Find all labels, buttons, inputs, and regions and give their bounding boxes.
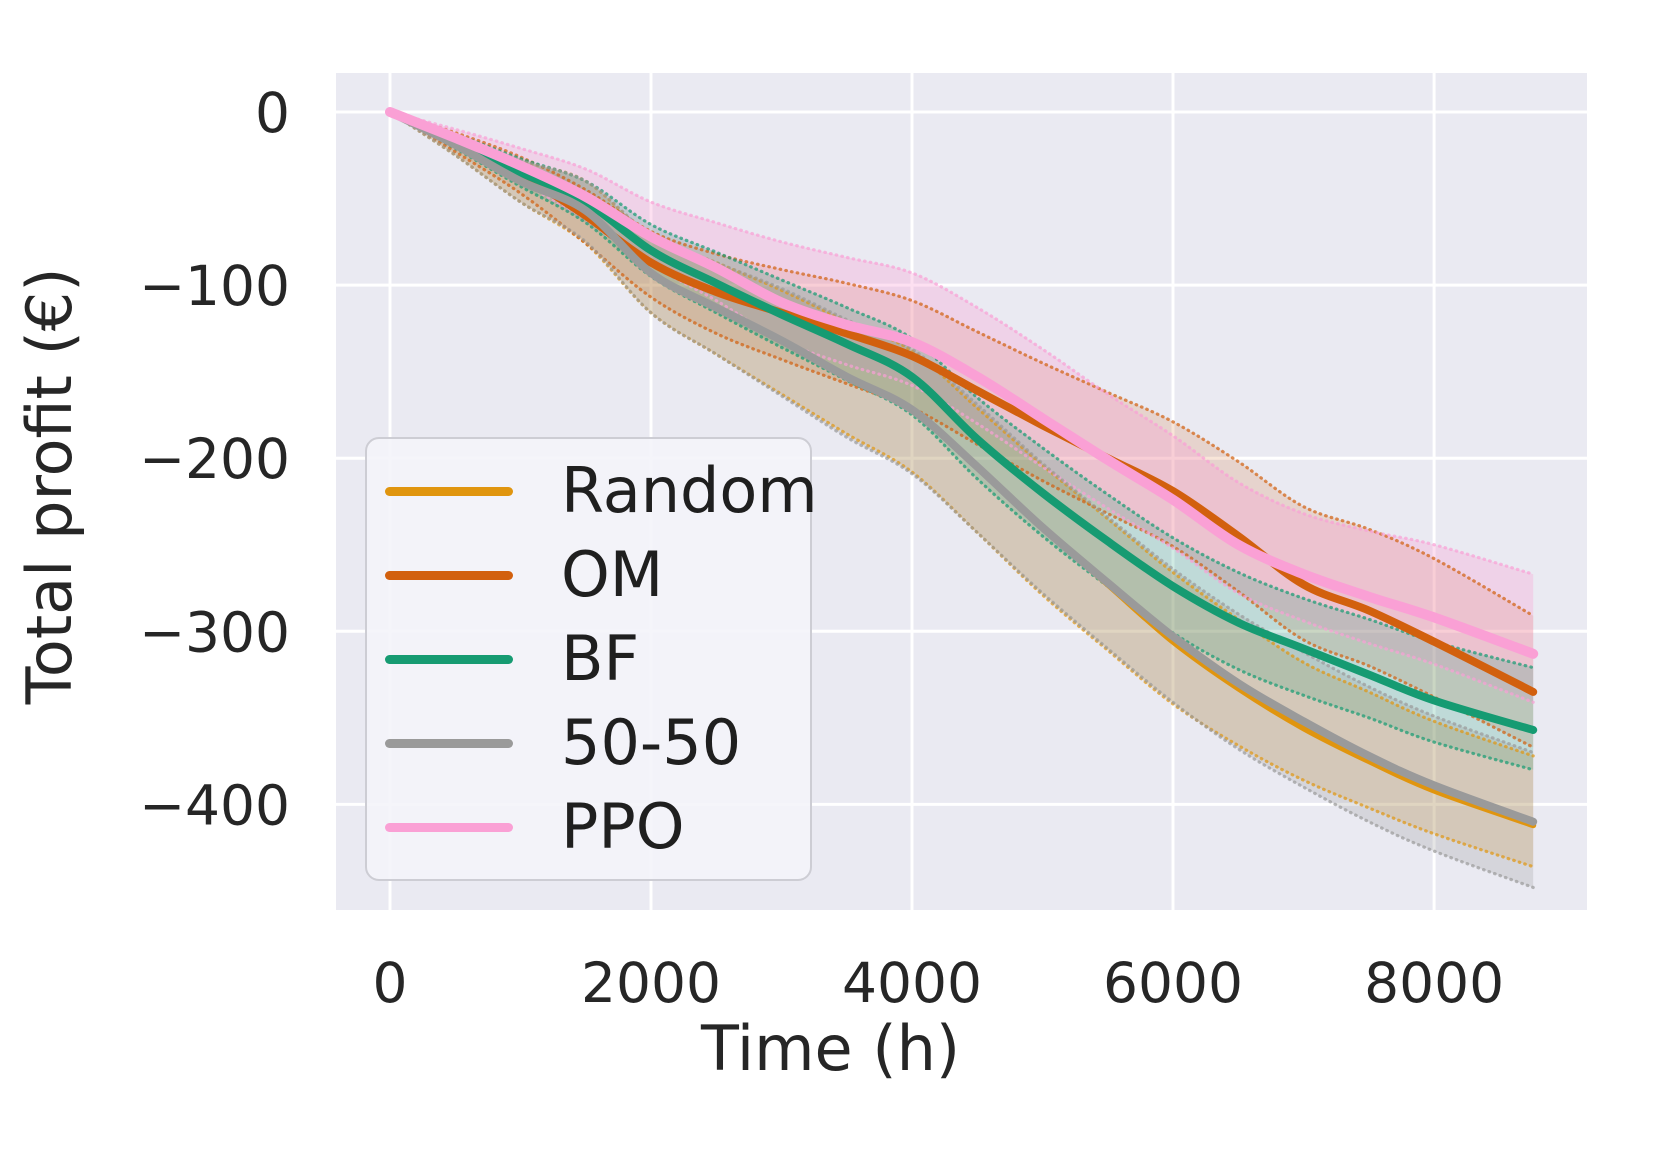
legend-label: 50-50	[561, 706, 742, 779]
legend-item-50-50: 50-50	[367, 701, 810, 785]
x-tick-label: 2000	[581, 951, 721, 1015]
legend-swatch-icon	[385, 570, 513, 580]
line-om	[386, 108, 1538, 696]
legend-swatch-icon	[385, 822, 513, 832]
y-tick-label: −400	[139, 773, 290, 837]
legend-label: BF	[561, 622, 640, 695]
legend-swatch-icon	[385, 486, 513, 496]
legend: Random OM BF 50-50 PPO	[365, 437, 818, 881]
band-edge-lo-bf	[388, 110, 1535, 772]
plot-content	[385, 107, 1539, 890]
line-50-50	[386, 108, 1538, 826]
x-axis-label: Time (h)	[700, 1012, 961, 1085]
band-edge-lo-om	[388, 110, 1535, 749]
band-edge-hi-ppo	[388, 110, 1535, 576]
x-tick-label: 0	[373, 951, 408, 1015]
legend-item-random: Random	[367, 449, 818, 533]
band-edge-hi-om	[388, 110, 1535, 618]
x-tick-label: 4000	[842, 951, 982, 1015]
legend-item-bf: BF	[367, 617, 810, 701]
x-tick-label: 6000	[1103, 951, 1243, 1015]
legend-label: Random	[561, 454, 818, 527]
band-edge-lo-50-50	[388, 110, 1535, 890]
legend-label: PPO	[561, 790, 685, 863]
y-tick-label: −200	[139, 427, 290, 491]
y-tick-label: −100	[139, 254, 290, 318]
legend-swatch-icon	[385, 738, 513, 748]
legend-item-om: OM	[367, 533, 810, 617]
y-tick-label: −300	[139, 600, 290, 664]
y-axis-label: Total profit (€)	[13, 267, 86, 705]
line-ppo	[385, 107, 1539, 659]
band-edge-hi-50-50	[388, 110, 1535, 755]
legend-swatch-icon	[385, 654, 513, 664]
legend-label: OM	[561, 538, 664, 611]
legend-item-ppo: PPO	[367, 785, 810, 869]
x-tick-label: 8000	[1364, 951, 1504, 1015]
band-random	[390, 112, 1534, 867]
y-tick-label: 0	[255, 81, 290, 145]
